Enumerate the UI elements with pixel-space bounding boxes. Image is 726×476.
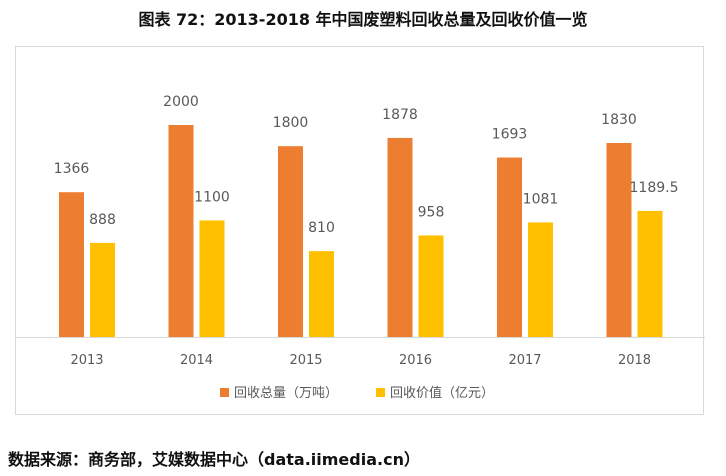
data-label-value-2015: 810 [308, 220, 335, 236]
data-label-value-2013: 888 [89, 212, 116, 228]
bar-value-2015 [309, 251, 334, 337]
data-label-volume-2016: 1878 [382, 107, 418, 123]
bar-volume-2018 [606, 143, 632, 337]
bar-volume-2015 [278, 146, 303, 337]
bar-volume-2016 [387, 137, 413, 337]
data-label-volume-2015: 1800 [273, 115, 309, 131]
bar-value-2016 [418, 235, 444, 337]
legend-label-value: 回收价值（亿元） [390, 385, 494, 401]
bar-chart: 1366 888 2013 2000 1100 2014 1800 810 2015 1878 95… [16, 94, 705, 401]
data-label-volume-2018: 1830 [601, 112, 637, 128]
data-label-value-2017: 1081 [523, 191, 559, 207]
data-label-volume-2014: 2000 [163, 94, 199, 110]
legend-swatch-value [376, 388, 385, 397]
x-tick-label-2017: 2017 [508, 353, 541, 368]
data-label-value-2014: 1100 [194, 189, 230, 205]
legend-label-volume: 回收总量（万吨） [234, 386, 338, 401]
bar-volume-2013 [59, 192, 84, 337]
chart-title: 图表 72：2013-2018 年中国废塑料回收总量及回收价值一览 [138, 10, 588, 29]
chart-frame: 1366 888 2013 2000 1100 2014 1800 810 2015 1878 95… [15, 46, 705, 415]
data-label-value-2016: 958 [418, 204, 445, 220]
x-tick-label-2014: 2014 [180, 353, 213, 368]
x-tick-label-2013: 2013 [70, 353, 103, 368]
bar-value-2013 [90, 242, 115, 337]
x-tick-label-2018: 2018 [618, 353, 651, 368]
bar-value-2014 [199, 220, 225, 337]
bar-value-2018 [637, 210, 663, 337]
source-note: 数据来源：商务部，艾媒数据中心（data.iimedia.cn） [8, 450, 420, 469]
data-label-volume-2017: 1693 [492, 127, 528, 143]
bar-volume-2014 [168, 125, 194, 337]
bar-value-2017 [528, 222, 553, 337]
data-label-value-2018: 1189.5 [630, 180, 679, 196]
x-tick-label-2015: 2015 [289, 353, 322, 368]
bar-volume-2017 [497, 157, 522, 337]
data-label-volume-2013: 1366 [54, 161, 90, 177]
x-tick-label-2016: 2016 [399, 353, 432, 368]
legend-swatch-volume [220, 388, 229, 397]
